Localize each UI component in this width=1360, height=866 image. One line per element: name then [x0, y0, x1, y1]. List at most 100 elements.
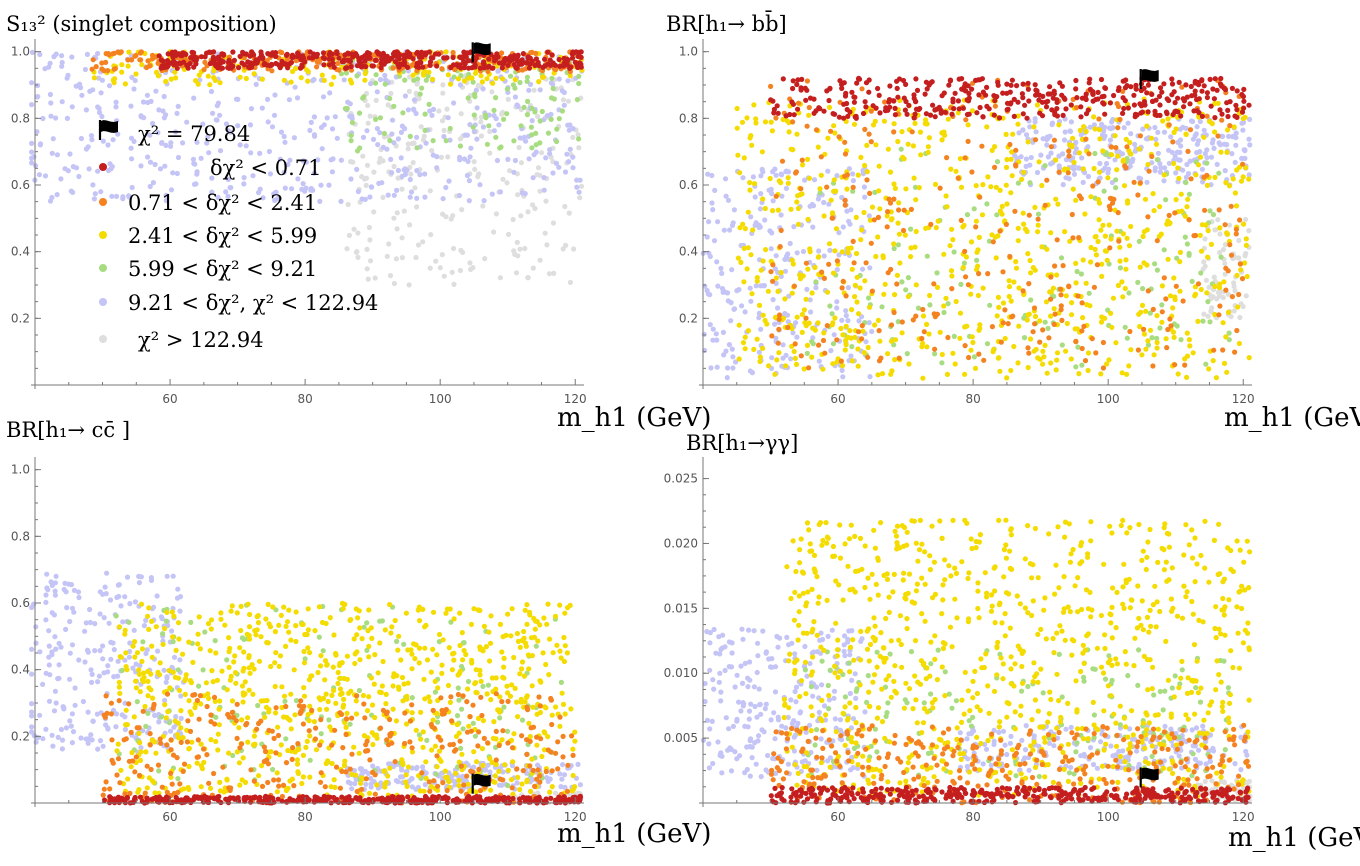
data-point: [223, 189, 229, 195]
data-point: [1094, 262, 1100, 268]
data-point: [1153, 136, 1159, 142]
data-point: [82, 659, 88, 665]
data-point: [1136, 175, 1142, 181]
data-point: [281, 169, 287, 175]
data-point: [759, 149, 766, 155]
data-point: [166, 720, 172, 726]
data-point: [890, 98, 897, 104]
data-point: [90, 57, 96, 63]
data-point: [709, 200, 715, 206]
data-point: [1069, 144, 1075, 150]
data-point: [1082, 211, 1088, 217]
data-point: [843, 308, 849, 314]
data-point: [1128, 347, 1134, 353]
data-point: [1177, 288, 1183, 294]
data-point: [97, 109, 103, 116]
data-point: [450, 245, 457, 252]
data-point: [429, 147, 435, 154]
data-point: [916, 185, 922, 191]
data-point: [828, 128, 834, 134]
data-point: [461, 49, 467, 55]
data-point: [293, 698, 300, 704]
data-point: [455, 76, 462, 82]
data-point: [159, 140, 165, 146]
data-point: [937, 185, 943, 191]
data-point: [372, 80, 379, 86]
data-point: [324, 706, 330, 712]
data-point: [839, 285, 845, 291]
data-point: [986, 238, 993, 244]
data-point: [813, 279, 819, 285]
data-point: [1021, 221, 1027, 227]
data-point: [1000, 320, 1006, 326]
data-point: [1071, 171, 1078, 177]
data-point: [701, 331, 707, 337]
data-point: [895, 94, 901, 100]
data-point: [211, 68, 217, 74]
data-point: [844, 172, 851, 178]
data-point: [1015, 113, 1021, 119]
data-point: [829, 322, 836, 328]
data-point: [1154, 313, 1160, 319]
data-point: [1203, 222, 1209, 228]
data-point: [1195, 162, 1202, 168]
data-point: [1095, 238, 1101, 245]
data-point: [1243, 293, 1249, 299]
data-point: [1172, 362, 1178, 368]
data-point: [908, 226, 914, 232]
data-point: [963, 88, 969, 94]
data-point: [936, 104, 942, 110]
data-point: [1039, 182, 1045, 189]
data-point: [1066, 176, 1072, 182]
data-point: [576, 145, 582, 151]
data-point: [1048, 296, 1054, 302]
data-point: [932, 181, 939, 187]
data-point: [1225, 113, 1231, 120]
data-point: [413, 90, 419, 96]
data-point: [951, 333, 957, 339]
data-point: [414, 145, 420, 151]
data-point: [1177, 259, 1183, 265]
data-point: [58, 644, 64, 650]
data-point: [576, 136, 582, 142]
data-point: [450, 54, 456, 61]
data-point: [1016, 130, 1022, 136]
data-point: [364, 162, 371, 168]
data-point: [137, 740, 143, 746]
data-point: [745, 209, 751, 215]
data-point: [132, 599, 138, 605]
data-point: [162, 163, 168, 169]
best-fit-flag-icon: [471, 42, 491, 63]
data-point: [1186, 217, 1192, 223]
data-point: [1204, 182, 1210, 188]
data-point: [204, 50, 210, 56]
data-point: [243, 75, 249, 82]
data-point: [92, 621, 98, 627]
data-point: [791, 348, 797, 355]
series-two_sigma: [114, 600, 578, 799]
data-point: [1185, 148, 1191, 154]
data-point: [386, 58, 392, 64]
data-point: [744, 115, 750, 121]
data-point: [1141, 326, 1147, 332]
data-point: [875, 214, 882, 220]
data-point: [577, 195, 583, 201]
data-point: [440, 196, 446, 202]
data-point: [1086, 80, 1092, 86]
data-point: [146, 605, 152, 611]
data-point: [813, 285, 819, 291]
data-point: [414, 195, 420, 201]
data-point: [561, 102, 567, 108]
data-point: [302, 656, 308, 662]
data-point: [210, 110, 216, 116]
data-point: [359, 196, 365, 202]
data-point: [1060, 182, 1066, 188]
data-point: [830, 111, 836, 117]
data-point: [1220, 247, 1226, 253]
data-point: [854, 80, 860, 86]
data-point: [989, 147, 995, 153]
data-point: [1230, 176, 1236, 182]
data-point: [43, 592, 49, 598]
data-point: [1225, 309, 1232, 315]
data-point: [364, 246, 370, 252]
